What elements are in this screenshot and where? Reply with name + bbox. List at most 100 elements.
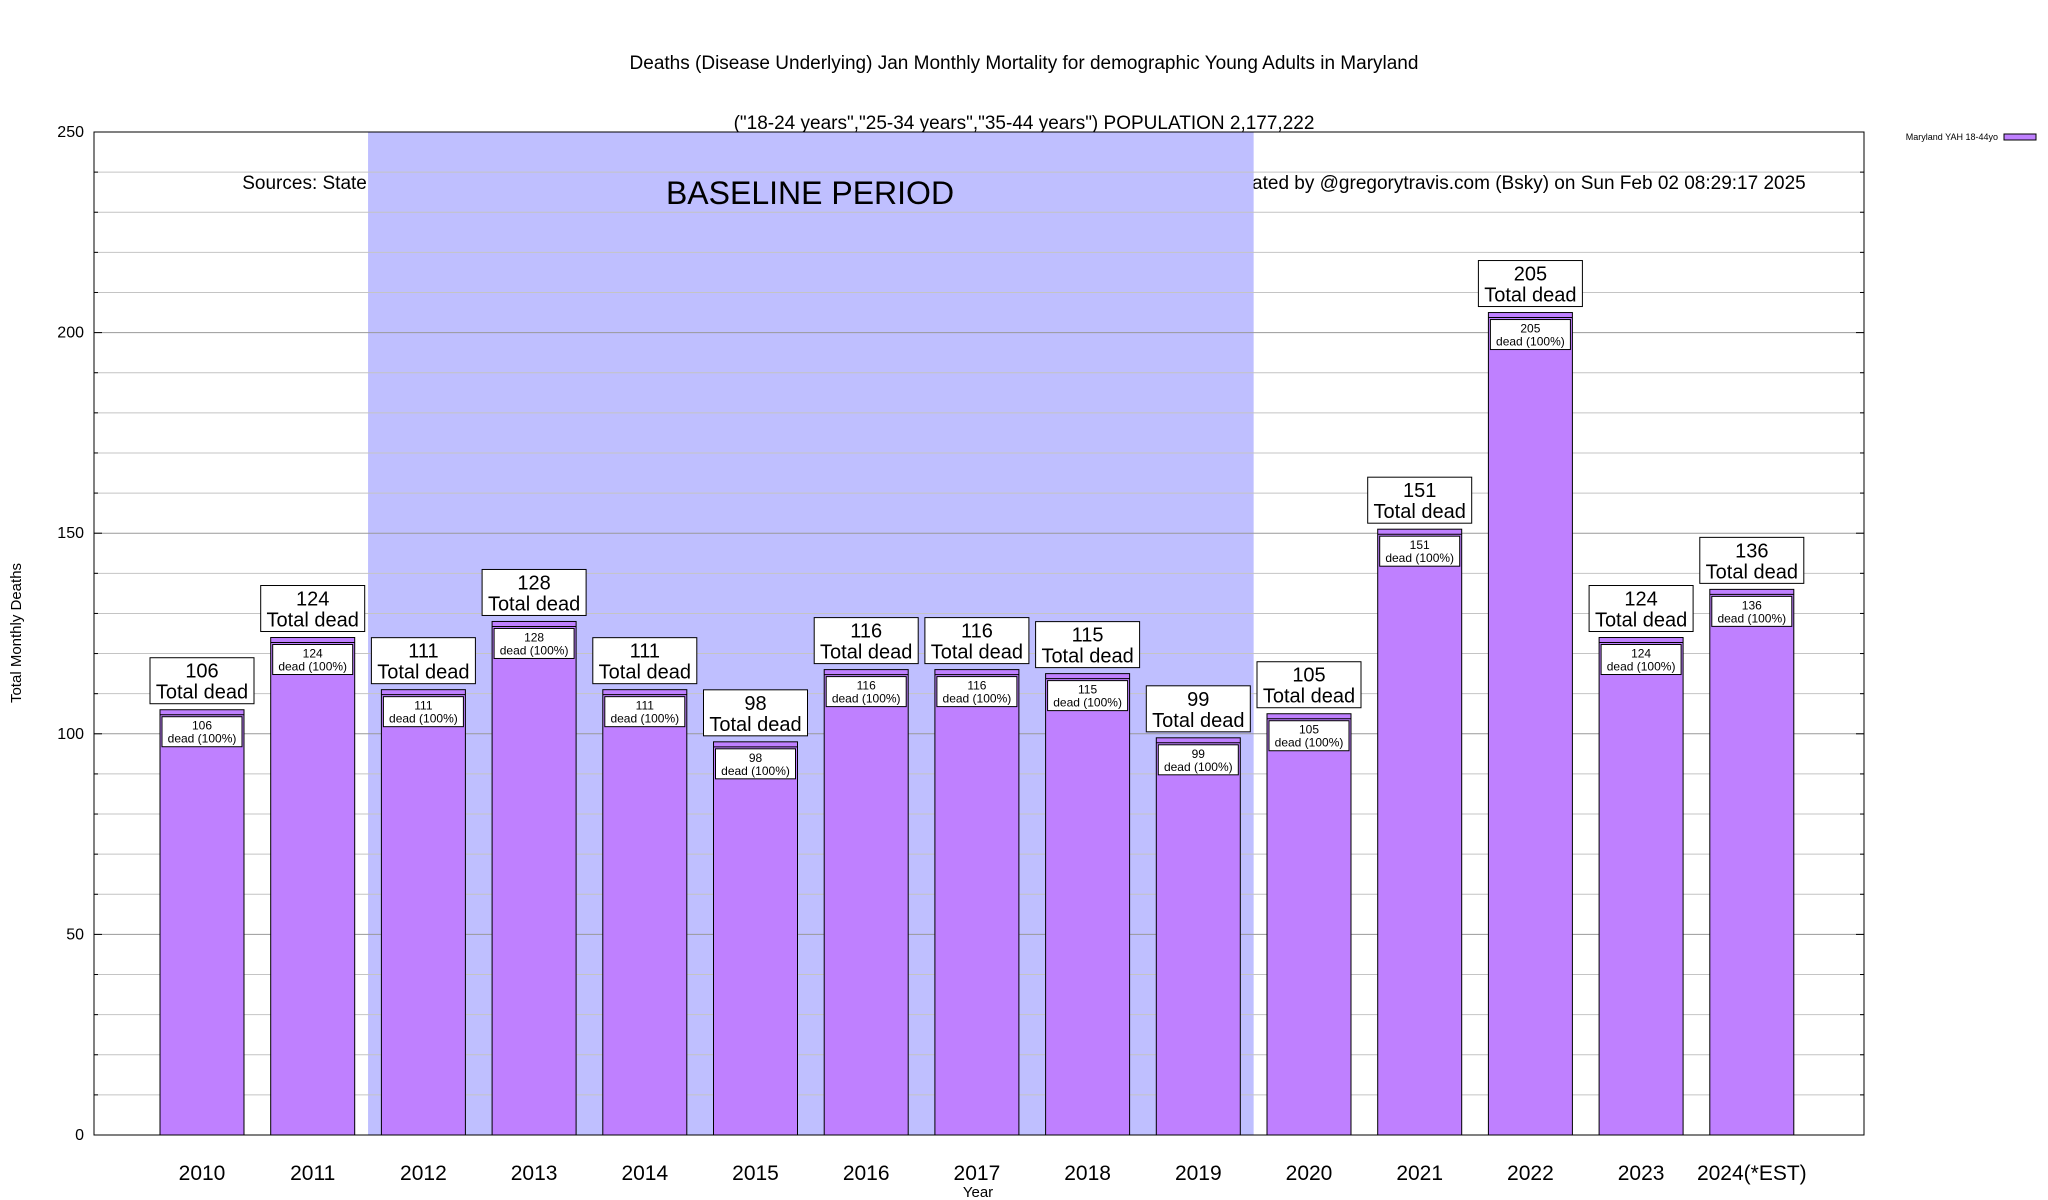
bar-inner-label-box	[604, 696, 686, 728]
bar-top-total-label: Total dead	[156, 682, 248, 704]
x-tick-label: 2014	[621, 1162, 668, 1185]
x-tick-label: 2024(*EST)	[1697, 1162, 1807, 1185]
title-line-1: Deaths (Disease Underlying) Jan Monthly …	[629, 53, 1419, 74]
bar-top-total-label: Total dead	[1706, 561, 1798, 583]
bar-top-value-label: 116	[850, 621, 882, 643]
bar-inner-value-label: 136	[1742, 598, 1762, 612]
y-tick-label: 50	[66, 926, 84, 943]
bar-top-value-label: 105	[1292, 665, 1325, 687]
legend-swatch	[2003, 133, 2037, 141]
bar-top-value-label: 151	[1403, 480, 1436, 502]
bar-2024(*EST)	[1709, 588, 1795, 1136]
bar-top-label-box	[149, 657, 255, 705]
bar-inner-value-label: 128	[524, 630, 544, 644]
y-tick-label: 250	[57, 124, 84, 141]
bar-inner-value-label: 124	[303, 647, 323, 661]
bar-2019	[1155, 737, 1241, 1136]
y-tick-label: 150	[57, 525, 84, 542]
bar-top-value-label: 99	[1187, 689, 1209, 711]
bar-top-label-box	[592, 637, 698, 685]
bar-inner-label-box	[1711, 595, 1793, 627]
y-tick-label: 0	[75, 1127, 84, 1144]
bar-inner-label-box	[1157, 744, 1239, 776]
bar-inner-pct-label: dead (100%)	[610, 712, 679, 726]
bar-2023	[1598, 637, 1684, 1136]
bar-inner-value-label: 106	[192, 719, 212, 733]
x-tick-label: 2021	[1396, 1162, 1443, 1185]
bar-top-total-label: Total dead	[931, 642, 1023, 664]
bar-inner-label-box	[936, 676, 1018, 708]
bar-top-total-label: Total dead	[1152, 710, 1244, 732]
bar-inner-pct-label: dead (100%)	[1717, 611, 1786, 625]
bar-top-total-label: Total dead	[1374, 501, 1466, 523]
bar-inner-value-label: 151	[1410, 538, 1430, 552]
bar-inner-pct-label: dead (100%)	[1607, 660, 1676, 674]
bar-inner-value-label: 115	[1078, 683, 1097, 697]
x-tick-label: 2012	[400, 1162, 447, 1185]
bar-2022	[1487, 312, 1573, 1136]
bar-inner-value-label: 99	[1192, 747, 1206, 761]
bar-2011	[270, 637, 356, 1136]
baseline-period-label: BASELINE PERIOD	[666, 175, 954, 211]
bar-top-label-box	[481, 568, 587, 616]
bar-inner-pct-label: dead (100%)	[943, 692, 1012, 706]
bar-top-value-label: 128	[517, 572, 550, 594]
legend-label: Maryland YAH 18-44yo	[1906, 132, 1998, 142]
bar-top-label-box	[1699, 536, 1805, 584]
bar-top-value-label: 116	[961, 621, 993, 643]
bar-top-label-box	[370, 637, 476, 685]
x-tick-label: 2022	[1507, 1162, 1554, 1185]
x-tick-label: 2011	[290, 1162, 335, 1185]
y-tick-label: 200	[57, 325, 84, 342]
bar-top-total-label: Total dead	[599, 662, 691, 684]
bar-2017	[934, 669, 1020, 1136]
bar-inner-value-label: 116	[967, 679, 986, 693]
bar-top-value-label: 115	[1072, 625, 1104, 647]
bar-top-total-label: Total dead	[488, 593, 580, 615]
bar-inner-label-box	[715, 748, 796, 780]
bar-inner-label-box	[382, 696, 464, 728]
bar-inner-value-label: 111	[636, 699, 655, 713]
x-tick-label: 2015	[732, 1162, 779, 1185]
bar-inner-value-label: 116	[857, 679, 876, 693]
legend: Maryland YAH 18-44yo	[1906, 132, 2037, 142]
bar-inner-pct-label: dead (100%)	[832, 692, 901, 706]
x-tick-label: 2016	[843, 1162, 890, 1185]
bar-top-label-box	[1588, 585, 1694, 633]
bar-inner-pct-label: dead (100%)	[1275, 736, 1344, 750]
bar-2014	[602, 689, 688, 1136]
bar-inner-label-box	[272, 644, 354, 676]
bar-inner-label-box	[161, 716, 243, 748]
bar-top-total-label: Total dead	[1041, 646, 1133, 668]
bar-inner-pct-label: dead (100%)	[721, 764, 790, 778]
bar-top-total-label: Total dead	[267, 610, 359, 632]
bar-top-value-label: 136	[1735, 540, 1768, 562]
bar-2012	[380, 689, 466, 1136]
title-line-2: ("18-24 years","25-34 years","35-44 year…	[733, 113, 1315, 134]
bar-top-label-box	[1035, 621, 1141, 669]
bar-inner-label-box	[1047, 680, 1129, 712]
bar-2016	[823, 669, 909, 1136]
x-tick-label: 2017	[954, 1162, 1001, 1185]
bar-inner-pct-label: dead (100%)	[1053, 696, 1122, 710]
y-axis-label: Total Monthly Deaths	[8, 563, 25, 703]
bar-2020	[1266, 713, 1352, 1136]
bar-top-value-label: 124	[1624, 589, 1657, 611]
bar-inner-pct-label: dead (100%)	[1164, 760, 1233, 774]
x-tick-label: 2018	[1064, 1162, 1111, 1185]
bar-inner-label-box	[1600, 644, 1682, 676]
bar-inner-label-box	[1489, 319, 1571, 351]
bar-inner-label-box	[825, 676, 907, 708]
bar-top-value-label: 205	[1514, 264, 1547, 286]
bar-top-total-label: Total dead	[709, 714, 801, 736]
bar-top-total-label: Total dead	[1263, 686, 1355, 708]
x-tick-label: 2019	[1175, 1162, 1222, 1185]
plot-border	[93, 131, 1865, 1136]
bar-top-total-label: Total dead	[377, 662, 469, 684]
bar-inner-pct-label: dead (100%)	[500, 643, 569, 657]
bar-top-value-label: 111	[630, 641, 660, 663]
bar-top-label-box	[813, 617, 919, 665]
bar-top-label-box	[1367, 476, 1473, 524]
